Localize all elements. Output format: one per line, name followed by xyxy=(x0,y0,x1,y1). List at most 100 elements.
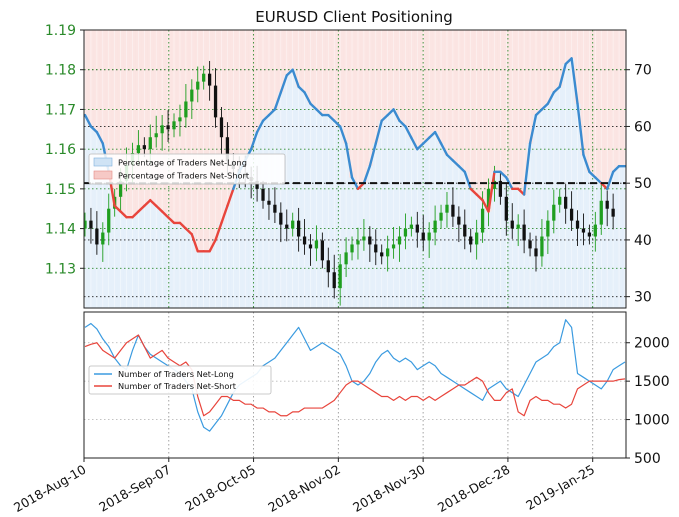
net-long-percent-segment xyxy=(487,170,496,213)
candle-body xyxy=(255,180,259,189)
net-long-percent-segment xyxy=(166,216,176,225)
candle-body xyxy=(415,224,419,233)
candle-body xyxy=(510,220,514,229)
candle-body xyxy=(356,240,360,245)
net-long-percent-segment xyxy=(398,119,407,128)
candle-body xyxy=(605,200,609,209)
net-long-percent-segment xyxy=(309,102,318,111)
candle-body xyxy=(296,220,301,237)
price-tick-label: 1.19 xyxy=(45,23,76,39)
percent-tick-label: 30 xyxy=(634,290,652,306)
date-tick-label: 2018-Aug-10 xyxy=(11,462,89,515)
net-long-percent-segment xyxy=(214,221,223,242)
candle-body xyxy=(486,188,491,209)
price-tick-label: 1.13 xyxy=(45,261,76,277)
candle-body xyxy=(451,204,455,217)
net-long-percent-segment xyxy=(605,170,615,191)
date-tick-label: 2018-Nov-30 xyxy=(350,462,428,515)
price-tick-label: 1.15 xyxy=(45,182,76,198)
candle-body xyxy=(564,196,568,209)
net-long-percent-segment xyxy=(190,233,199,253)
candle-body xyxy=(118,180,123,197)
net-long-percent-segment xyxy=(255,119,265,134)
legend-swatch-net-long xyxy=(93,157,113,167)
candle-body xyxy=(95,228,99,245)
candle-body xyxy=(160,125,164,134)
percent-tick-label: 70 xyxy=(634,63,652,79)
candle-body xyxy=(142,145,146,150)
count-net-short-line xyxy=(84,334,626,417)
net-long-percent-segment xyxy=(267,108,277,117)
candle-body xyxy=(302,236,307,245)
net-long-percent-segment xyxy=(178,221,188,230)
candle-body xyxy=(362,236,366,241)
date-axis: 2018-Aug-10 2018-Sep-07 2018-Oct-05 2018-No… xyxy=(11,458,597,515)
net-long-percent-segment xyxy=(469,187,478,196)
net-long-percent-segment xyxy=(594,176,603,185)
net-long-percent-segment xyxy=(333,119,342,128)
candle-body xyxy=(196,81,200,90)
net-long-percent-segment xyxy=(505,176,514,191)
candle-body xyxy=(332,272,336,289)
candle-body xyxy=(534,248,538,257)
candle-body xyxy=(599,200,603,225)
net-long-percent-segment xyxy=(392,108,401,122)
net-long-percent-segment xyxy=(433,130,443,145)
net-long-percent-segment xyxy=(113,204,122,213)
candle-body xyxy=(207,73,212,86)
candle-body xyxy=(291,220,295,229)
chart-title: EURUSD Client Positioning xyxy=(255,8,453,26)
net-long-percent-segment xyxy=(481,199,490,213)
net-long-percent-segment xyxy=(285,68,294,77)
net-long-percent-segment xyxy=(95,130,105,145)
price-tick-label: 1.17 xyxy=(45,102,76,118)
legend-label-net-long: Percentage of Traders Net-Long xyxy=(118,158,247,168)
candle-body xyxy=(475,232,479,245)
net-long-percent-segment xyxy=(249,130,259,151)
net-long-percent-segment xyxy=(528,113,538,145)
net-long-percent-segment xyxy=(374,119,383,145)
net-long-percent-segment xyxy=(131,210,140,219)
candle-body xyxy=(261,188,265,201)
trader-count-panel: 500 1000 1500 2000 Number of Traders Net-Lo… xyxy=(83,311,670,467)
candle-body xyxy=(178,117,182,122)
candle-body xyxy=(421,232,425,241)
candle-body xyxy=(540,236,544,257)
candle-body xyxy=(445,204,449,213)
legend-label-net-short: Percentage of Traders Net-Short xyxy=(118,171,250,181)
candle-body xyxy=(368,236,372,245)
net-short-area xyxy=(622,30,626,167)
net-long-percent-segment xyxy=(582,153,591,174)
percent-axis: 30 40 50 60 70 xyxy=(626,63,652,306)
candle-body xyxy=(166,125,170,130)
count-tick-label: 2000 xyxy=(634,336,670,352)
net-long-percent-segment xyxy=(362,164,372,185)
candle-body xyxy=(154,133,158,138)
net-long-percent-segment xyxy=(540,102,550,111)
candle-body xyxy=(338,264,342,289)
candle-body xyxy=(267,200,271,205)
net-long-percent-segment xyxy=(416,142,425,151)
candle-body xyxy=(492,180,497,189)
date-tick-label: 2018-Nov-02 xyxy=(265,462,342,515)
net-long-percent-segment xyxy=(422,136,431,145)
date-tick-label: 2018-Sep-07 xyxy=(96,462,173,515)
candle-body xyxy=(308,244,313,249)
net-short-area xyxy=(84,30,89,116)
net-long-percent-segment xyxy=(297,85,306,94)
candle-body xyxy=(498,180,503,197)
net-long-percent-segment xyxy=(119,210,128,219)
candle-body xyxy=(581,228,586,233)
candle-body xyxy=(469,236,473,245)
candle-body xyxy=(504,196,508,221)
candle-body xyxy=(101,232,105,245)
count-axis: 500 1000 1500 2000 xyxy=(626,336,670,467)
candle-body xyxy=(397,236,402,245)
net-long-percent-segment xyxy=(463,170,472,191)
price-tick-label: 1.14 xyxy=(45,222,76,238)
candle-body xyxy=(273,204,277,213)
candle-body xyxy=(380,252,384,257)
net-long-percent-segment xyxy=(386,108,395,117)
candle-body xyxy=(184,101,188,118)
